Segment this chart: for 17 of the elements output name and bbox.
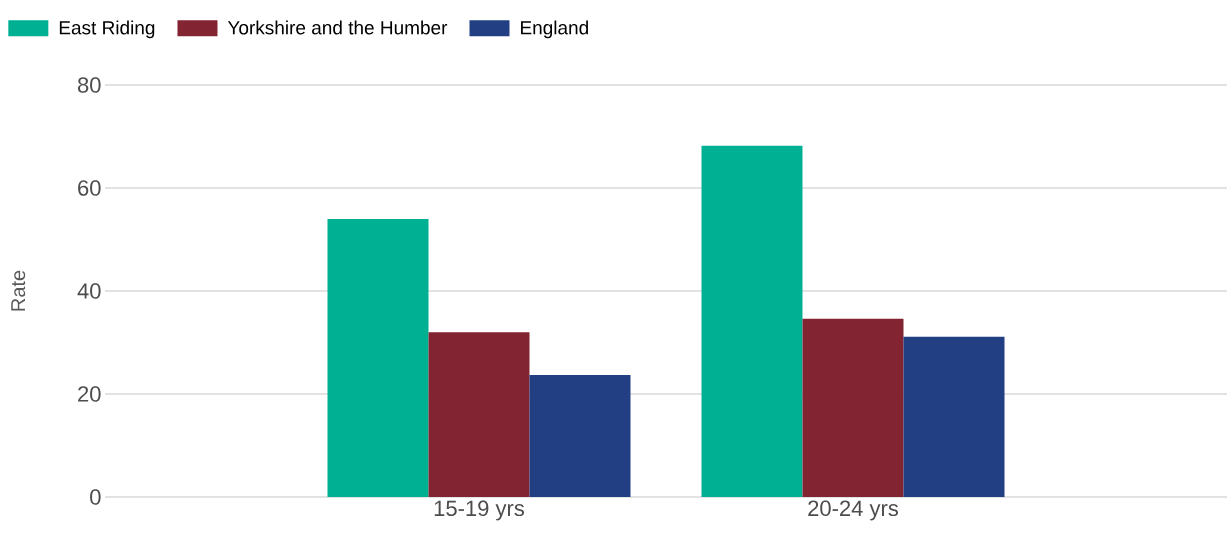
- legend-label: East Riding: [59, 20, 155, 39]
- y-tick-label: 0: [90, 489, 101, 505]
- bar: [701, 145, 803, 497]
- y-tick-label: 20: [78, 386, 101, 402]
- y-tick-label: 80: [77, 77, 101, 93]
- y-axis-title: Rate: [11, 270, 26, 311]
- x-tick-label: 15-19 yrs: [434, 500, 525, 521]
- y-tick-label: 60: [78, 180, 101, 196]
- bar: [428, 332, 530, 497]
- bar: [903, 336, 1005, 497]
- legend-label: England: [521, 20, 588, 39]
- bar: [327, 218, 429, 497]
- legend-label: Yorkshire and the Humber: [227, 20, 448, 35]
- bar: [802, 318, 904, 497]
- y-tick-label: 40: [77, 283, 101, 299]
- bar: [529, 374, 631, 497]
- x-tick-label: 20-24 yrs: [808, 500, 899, 521]
